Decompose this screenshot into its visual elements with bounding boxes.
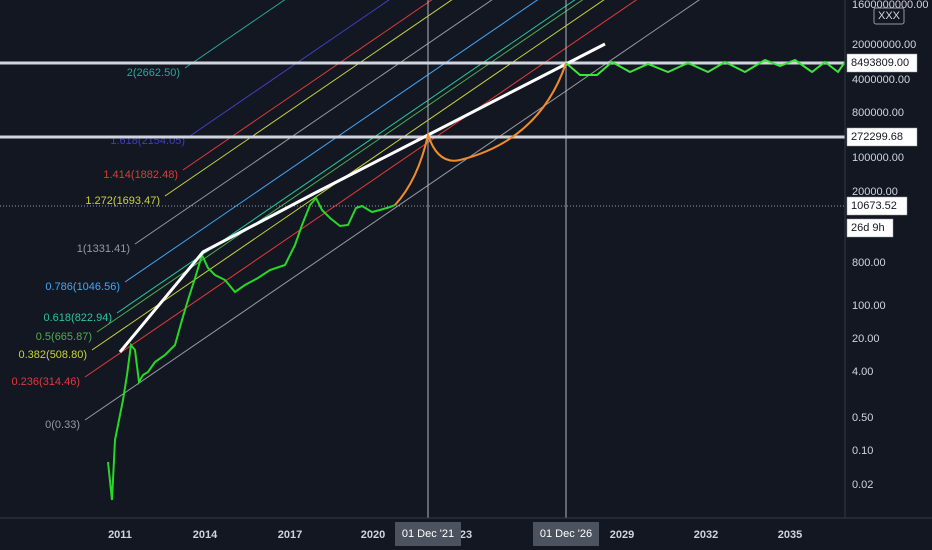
y-tick-label: 1600000000.00 bbox=[852, 0, 928, 11]
fib-line bbox=[189, 0, 390, 137]
price-candles bbox=[107, 196, 396, 501]
x-tick-label: 2032 bbox=[694, 529, 718, 541]
symbol-box bbox=[873, 7, 905, 25]
fib-label: 0.786(1046.56) bbox=[45, 281, 120, 293]
fib-line bbox=[84, 0, 700, 421]
fib-label: 1.414(1882.48) bbox=[103, 169, 178, 181]
projection-zigzag bbox=[565, 58, 845, 76]
y-tick-label: 100000.00 bbox=[852, 152, 904, 164]
fib-label: 0.236(314.46) bbox=[12, 376, 81, 388]
y-tick-label: 800000.00 bbox=[852, 107, 904, 119]
fib-line bbox=[124, 0, 539, 283]
y-tick-label: 20.00 bbox=[852, 333, 880, 345]
fib-label: 2(2662.50) bbox=[127, 67, 180, 79]
price-tag-bg bbox=[846, 53, 918, 73]
date-tag: 01 Dec '26 bbox=[540, 528, 592, 540]
trend-line bbox=[118, 42, 606, 353]
x-tick-label: 2014 bbox=[193, 529, 218, 541]
fib-label: 0.5(665.87) bbox=[36, 331, 92, 343]
x-tick-label: 2029 bbox=[610, 529, 634, 541]
y-tick-label: 0.10 bbox=[852, 445, 873, 457]
price-tag: 10673.52 bbox=[851, 200, 897, 212]
y-axis: 1600000000.00 20000000.00 4000000.00 800000… bbox=[852, 0, 928, 491]
fib-label: 0.382(508.80) bbox=[19, 349, 88, 361]
projection-curve bbox=[394, 62, 567, 206]
y-tick-label: 4000000.00 bbox=[852, 74, 910, 86]
fib-line bbox=[134, 0, 493, 245]
price-tag: 272299.68 bbox=[851, 131, 903, 143]
x-tick-label: 2017 bbox=[278, 529, 302, 541]
fib-line bbox=[84, 0, 638, 378]
price-tag-bg bbox=[846, 127, 918, 147]
price-tag: 26d 9h bbox=[851, 222, 885, 234]
date-tag-bg bbox=[395, 522, 461, 546]
price-tag-bg bbox=[846, 218, 894, 238]
price-tag-bg bbox=[846, 196, 908, 216]
x-tick-label: 2035 bbox=[778, 529, 802, 541]
y-tick-label: 100.00 bbox=[852, 300, 886, 312]
y-tick-label: 20000.00 bbox=[852, 186, 898, 198]
date-tag-bg bbox=[533, 522, 599, 546]
fib-label: 0(0.33) bbox=[45, 419, 80, 431]
price-tags: XXX 8493809.00 272299.68 10673.52 26d 9h bbox=[846, 7, 918, 238]
fib-line bbox=[96, 0, 584, 333]
x-tick-label: 2020 bbox=[361, 529, 385, 541]
fib-label: 1(1331.41) bbox=[77, 243, 130, 255]
y-tick-label: 800.00 bbox=[852, 257, 886, 269]
price-tag: XXX bbox=[878, 10, 901, 22]
drawings bbox=[0, 0, 845, 518]
y-tick-label: 0.02 bbox=[852, 479, 873, 491]
fib-line bbox=[164, 0, 453, 197]
price-tag: 8493809.00 bbox=[851, 57, 909, 69]
fib-line bbox=[182, 0, 433, 171]
y-tick-label: 4.00 bbox=[852, 366, 873, 378]
y-tick-label: 20000000.00 bbox=[852, 39, 916, 51]
y-tick-label: 0.50 bbox=[852, 412, 873, 424]
fib-channel: 2(2662.50)1.618(2154.05)1.414(1882.48)1.… bbox=[12, 0, 700, 431]
x-tick-label: 2011 bbox=[108, 529, 132, 541]
fib-label: 1.272(1693.47) bbox=[85, 195, 160, 207]
fib-line bbox=[91, 0, 605, 351]
fib-label: 0.618(822.94) bbox=[44, 312, 113, 324]
fib-line bbox=[184, 0, 286, 69]
fib-line bbox=[116, 0, 576, 314]
date-tag: 01 Dec '21 bbox=[402, 528, 454, 540]
